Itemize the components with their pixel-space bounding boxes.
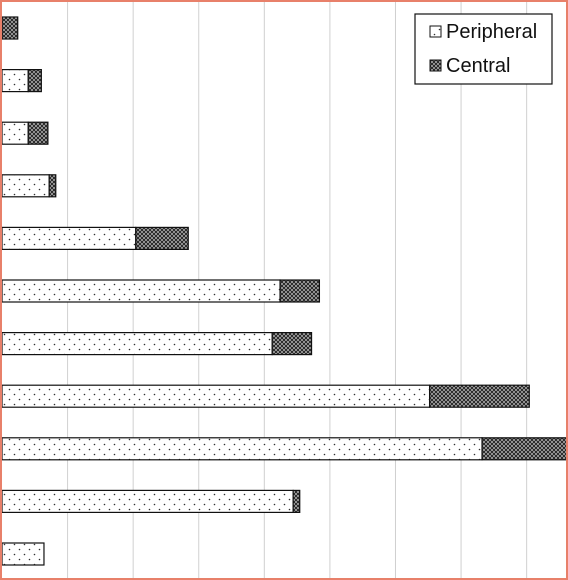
legend: Peripheral Central bbox=[414, 13, 553, 85]
bar-peripheral-7 bbox=[2, 332, 273, 356]
legend-box bbox=[414, 13, 553, 85]
bar-peripheral-10 bbox=[2, 489, 294, 513]
legend-swatch-central bbox=[429, 59, 442, 72]
bar-central-2 bbox=[27, 68, 42, 93]
bar-central-10 bbox=[292, 489, 301, 513]
bar-central-3 bbox=[27, 121, 49, 145]
legend-label-peripheral: Peripheral bbox=[446, 21, 537, 43]
bar-peripheral-9 bbox=[2, 437, 483, 461]
bar-central-1 bbox=[2, 16, 19, 40]
bar-peripheral-2 bbox=[2, 68, 29, 93]
bar-central-6 bbox=[279, 279, 321, 303]
bar-central-7 bbox=[271, 332, 313, 356]
bar-central-4 bbox=[48, 174, 57, 198]
bar-central-8 bbox=[428, 384, 530, 408]
bar-central-9 bbox=[481, 437, 566, 461]
bar-peripheral-6 bbox=[2, 279, 281, 303]
bar-peripheral-11 bbox=[2, 542, 45, 566]
legend-swatch-peripheral bbox=[429, 25, 442, 38]
bar-peripheral-4 bbox=[2, 174, 50, 198]
bar-peripheral-5 bbox=[2, 226, 137, 250]
legend-label-central: Central bbox=[446, 55, 510, 77]
bar-central-5 bbox=[135, 226, 189, 250]
bar-peripheral-3 bbox=[2, 121, 29, 145]
bars bbox=[2, 16, 566, 566]
bar-peripheral-8 bbox=[2, 384, 431, 408]
